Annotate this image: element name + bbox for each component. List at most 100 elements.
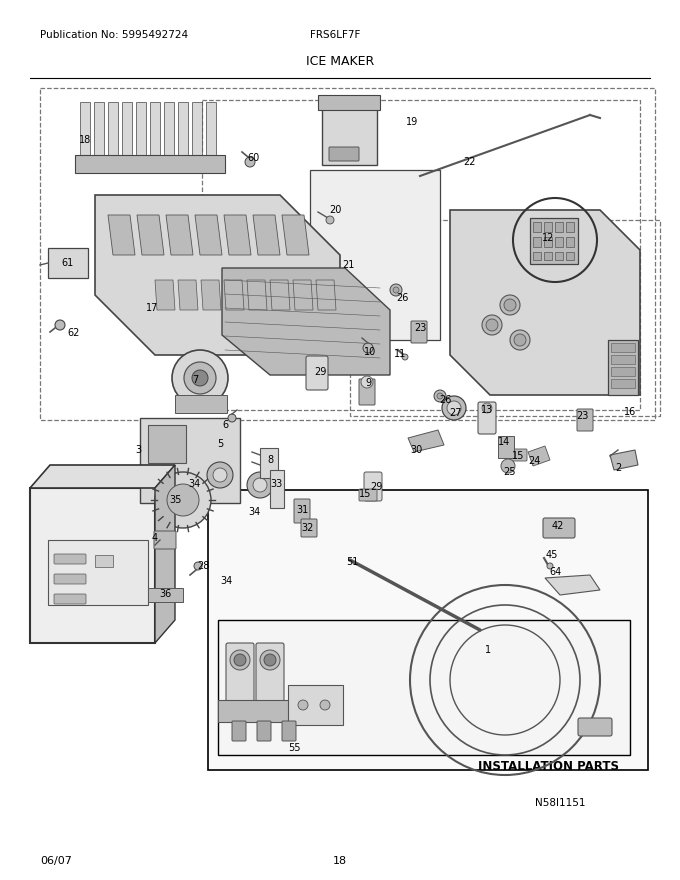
FancyBboxPatch shape — [54, 574, 86, 584]
Polygon shape — [528, 446, 550, 466]
Text: 15: 15 — [359, 489, 371, 499]
Polygon shape — [155, 280, 175, 310]
Circle shape — [194, 562, 202, 570]
Polygon shape — [293, 280, 313, 310]
Polygon shape — [610, 450, 638, 470]
FancyBboxPatch shape — [260, 448, 278, 478]
Text: 1: 1 — [485, 645, 491, 655]
FancyBboxPatch shape — [611, 355, 635, 364]
Circle shape — [501, 459, 515, 473]
Text: FRS6LF7F: FRS6LF7F — [310, 30, 360, 40]
Text: 45: 45 — [546, 550, 558, 560]
Text: 16: 16 — [624, 407, 636, 417]
Text: 62: 62 — [68, 328, 80, 338]
Circle shape — [547, 563, 553, 569]
Text: 6: 6 — [222, 420, 228, 430]
Text: 23: 23 — [576, 411, 588, 421]
Bar — [208, 490, 648, 770]
Circle shape — [155, 472, 211, 528]
Text: 18: 18 — [79, 135, 91, 145]
FancyBboxPatch shape — [288, 685, 343, 725]
Text: 60: 60 — [248, 153, 260, 163]
FancyBboxPatch shape — [478, 402, 496, 434]
Circle shape — [442, 396, 466, 420]
Circle shape — [213, 468, 227, 482]
FancyBboxPatch shape — [80, 102, 90, 157]
FancyBboxPatch shape — [577, 409, 593, 431]
Bar — [40, 88, 655, 420]
FancyBboxPatch shape — [530, 218, 578, 264]
Circle shape — [363, 343, 373, 353]
FancyBboxPatch shape — [136, 102, 146, 157]
FancyBboxPatch shape — [566, 222, 574, 232]
FancyBboxPatch shape — [533, 222, 541, 232]
Text: 34: 34 — [248, 507, 260, 517]
Text: 51: 51 — [346, 557, 358, 567]
Text: 4: 4 — [152, 533, 158, 543]
FancyBboxPatch shape — [611, 343, 635, 352]
Circle shape — [510, 330, 530, 350]
FancyBboxPatch shape — [94, 102, 104, 157]
Circle shape — [437, 393, 443, 399]
Circle shape — [361, 376, 373, 388]
Text: 11: 11 — [394, 349, 406, 359]
Text: 28: 28 — [197, 561, 209, 571]
Text: 2: 2 — [615, 463, 621, 473]
Text: 10: 10 — [364, 347, 376, 357]
Circle shape — [486, 319, 498, 331]
FancyBboxPatch shape — [175, 395, 227, 413]
Circle shape — [230, 650, 250, 670]
FancyBboxPatch shape — [301, 519, 317, 537]
Text: 8: 8 — [267, 455, 273, 465]
FancyBboxPatch shape — [318, 95, 380, 110]
Circle shape — [434, 390, 446, 402]
Circle shape — [504, 299, 516, 311]
FancyBboxPatch shape — [270, 470, 284, 508]
Circle shape — [55, 320, 65, 330]
FancyBboxPatch shape — [150, 102, 160, 157]
Circle shape — [234, 654, 246, 666]
Polygon shape — [247, 280, 267, 310]
Text: 12: 12 — [542, 233, 554, 243]
FancyBboxPatch shape — [566, 237, 574, 247]
Circle shape — [260, 650, 280, 670]
FancyBboxPatch shape — [95, 555, 113, 567]
FancyBboxPatch shape — [30, 488, 155, 643]
FancyBboxPatch shape — [140, 418, 240, 503]
Circle shape — [393, 287, 399, 293]
Text: 36: 36 — [159, 589, 171, 599]
FancyBboxPatch shape — [359, 489, 377, 501]
Text: 34: 34 — [188, 479, 200, 489]
Text: 25: 25 — [504, 467, 516, 477]
Polygon shape — [270, 280, 290, 310]
FancyBboxPatch shape — [533, 252, 541, 260]
Text: 19: 19 — [406, 117, 418, 127]
FancyBboxPatch shape — [54, 594, 86, 604]
FancyBboxPatch shape — [164, 102, 174, 157]
FancyBboxPatch shape — [48, 540, 148, 605]
FancyBboxPatch shape — [498, 436, 514, 458]
Text: 13: 13 — [481, 405, 493, 415]
Text: Publication No: 5995492724: Publication No: 5995492724 — [40, 30, 188, 40]
FancyBboxPatch shape — [578, 718, 612, 736]
Circle shape — [167, 484, 199, 516]
Circle shape — [390, 284, 402, 296]
FancyBboxPatch shape — [148, 425, 186, 463]
Circle shape — [326, 216, 334, 224]
Text: 29: 29 — [313, 367, 326, 377]
Text: 22: 22 — [464, 157, 476, 167]
FancyBboxPatch shape — [533, 237, 541, 247]
Circle shape — [192, 370, 208, 386]
Polygon shape — [30, 465, 175, 488]
FancyBboxPatch shape — [192, 102, 202, 157]
Polygon shape — [316, 280, 336, 310]
Circle shape — [253, 478, 267, 492]
Text: 23: 23 — [414, 323, 426, 333]
Polygon shape — [282, 215, 309, 255]
Polygon shape — [310, 170, 440, 340]
Circle shape — [320, 700, 330, 710]
Text: 61: 61 — [62, 258, 74, 268]
FancyBboxPatch shape — [178, 102, 188, 157]
FancyBboxPatch shape — [206, 102, 216, 157]
Text: N58I1151: N58I1151 — [534, 798, 585, 808]
